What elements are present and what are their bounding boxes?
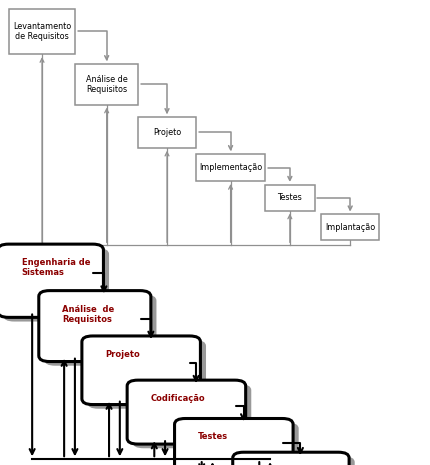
Text: Projeto: Projeto [105,350,140,359]
Text: Análise de
Requisitos: Análise de Requisitos [86,75,127,94]
FancyBboxPatch shape [132,384,251,448]
FancyBboxPatch shape [238,457,354,465]
FancyBboxPatch shape [0,244,103,318]
FancyBboxPatch shape [44,295,156,365]
FancyBboxPatch shape [138,117,196,148]
FancyBboxPatch shape [127,380,245,444]
Text: Testes: Testes [198,432,228,441]
FancyBboxPatch shape [196,154,264,181]
FancyBboxPatch shape [232,452,348,465]
Text: Testes: Testes [277,193,301,202]
Text: Projeto: Projeto [153,128,181,137]
FancyBboxPatch shape [82,336,200,405]
FancyBboxPatch shape [75,64,138,105]
FancyBboxPatch shape [320,214,378,240]
Text: Codificação: Codificação [150,394,205,403]
FancyBboxPatch shape [3,248,109,322]
FancyBboxPatch shape [264,185,314,211]
FancyBboxPatch shape [174,418,292,465]
FancyBboxPatch shape [180,423,298,465]
Text: Implementação: Implementação [199,163,261,172]
Text: Levantamento
de Requisitos: Levantamento de Requisitos [13,22,71,41]
FancyBboxPatch shape [39,291,150,362]
FancyBboxPatch shape [9,9,75,54]
Text: Análise  de
Requisitos: Análise de Requisitos [62,305,114,324]
Text: Implantação: Implantação [324,223,375,232]
FancyBboxPatch shape [87,340,206,409]
Text: Engenharia de
Sistemas: Engenharia de Sistemas [22,258,90,278]
